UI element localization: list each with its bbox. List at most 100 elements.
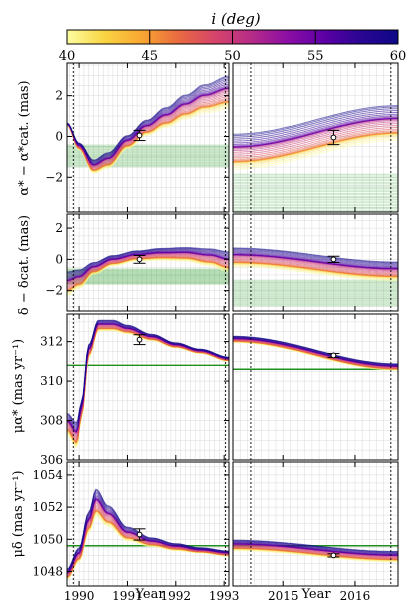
panel-pmra-early: 306 308 310 312 [40,313,230,467]
axis-ticks [282,214,356,311]
orbit-sample-line [67,255,229,288]
orbit-sample-line [233,260,398,276]
grid [233,462,398,586]
orbit-sample-line [233,248,398,264]
orbit-sample-line [233,264,398,280]
orbit-sample-line [233,123,398,153]
orbit-sample-line [233,249,398,265]
orbit-sample-line [67,106,229,174]
orbit-sample-line [233,256,398,272]
panel-plot-area [233,314,398,460]
orbit-sample-line [67,488,229,570]
measurement-point [133,129,146,142]
colorbar-tick-label: 60 [390,49,407,64]
orbit-sample-line [67,247,229,273]
y-tick-label: 310 [40,374,63,388]
y-tick-label: 1050 [32,532,63,546]
orbit-sample-line [67,82,229,164]
panel-plot-area [67,214,229,311]
orbit-sample-line [233,127,398,157]
orbit-sample-line [233,252,398,268]
y-tick-label: 306 [40,453,63,467]
ylabel-alpha: α* − α*cat. (mas) [17,80,32,195]
orbit-sample-line [233,113,398,144]
orbit-sample-line [233,130,398,160]
x-tick-label: 1993 [209,589,240,603]
panel-frame [66,313,230,461]
orbit-sample-line [233,134,398,165]
measurement-point [327,552,340,559]
y-tick-label: 1054 [32,468,63,482]
orbit-sample-line [233,121,398,151]
panel-frame [232,313,399,461]
x-tick-label: 2015 [268,589,299,603]
grid [67,462,229,586]
orbit-sample-line [233,106,398,137]
panel-frame [66,62,230,213]
x-tick-label: 1990 [64,589,95,603]
measurement-marker [330,256,337,263]
orbit-sample-line [67,96,229,169]
panel-pmra-late [232,313,399,461]
orbit-sample-line [233,253,398,269]
panel-plot-area [67,314,229,460]
orbit-sample-line [67,78,229,162]
measurement-point [327,352,340,359]
axis-ticks: −2 0 2 [45,63,229,212]
axis-ticks: 306 308 310 312 [40,314,229,467]
panel-plot-area [233,214,398,311]
orbit-curves [67,319,229,449]
y-tick-label: −2 [45,284,63,298]
orbit-sample-line [233,335,398,365]
measurement-marker [136,336,143,343]
y-tick-label: 0 [55,252,63,266]
panel-frame [232,213,399,312]
y-tick-label: 2 [55,89,63,103]
y-tick-label: 1052 [32,500,63,514]
panel-delta-late [232,213,399,312]
axis-ticks [282,314,356,460]
xlabel-right: Year [300,587,331,602]
orbit-sample-line [233,108,398,138]
orbit-sample-line [233,119,398,149]
ylabel-delta: δ − δcat. (mas) [17,215,32,315]
axis-ticks: 2015 2016 [268,462,370,603]
orbit-sample-line [67,319,229,424]
orbit-sample-line [233,120,398,150]
measurement-point [133,528,146,541]
orbit-curves [233,247,398,281]
panel-pmdec-late: 2015 2016 [232,461,399,603]
orbit-sample-line [233,250,398,266]
catalog-band [233,173,398,212]
orbit-curves [233,105,398,170]
y-tick-label: 308 [40,414,63,428]
measurement-marker [136,256,143,263]
orbit-sample-line [67,97,229,170]
orbit-sample-line [233,140,398,170]
panel-frame [66,213,230,312]
panel-pmdec-early: 1048 1050 1052 1054 1990 1991 1992 1993 [32,461,240,603]
orbit-sample-line [67,248,229,276]
colorbar-tick-label: 45 [141,49,158,64]
colorbar-label: i (deg) [211,10,260,28]
orbit-sample-line [67,108,229,174]
orbit-sample-line [67,75,229,161]
orbit-sample-line [233,252,398,268]
measurement-point [327,255,340,263]
x-tick-label: 1992 [161,589,192,603]
measurement-point [327,129,340,146]
measurement-marker [136,132,143,139]
ylabel-pmra: μα* (mas yr⁻¹) [11,339,26,434]
orbit-sample-line [233,539,398,552]
axis-ticks [282,63,356,212]
orbit-curves [67,488,229,581]
measurement-marker [136,531,143,538]
colorbar-ticks: 40 45 50 55 60 [59,30,407,64]
panel-frame [66,461,230,587]
orbit-curves [67,247,229,296]
orbit-sample-line [233,112,398,142]
y-tick-label: −2 [45,170,63,184]
orbit-sample-line [67,259,229,296]
panel-plot-area [67,462,229,586]
orbit-sample-line [233,258,398,274]
